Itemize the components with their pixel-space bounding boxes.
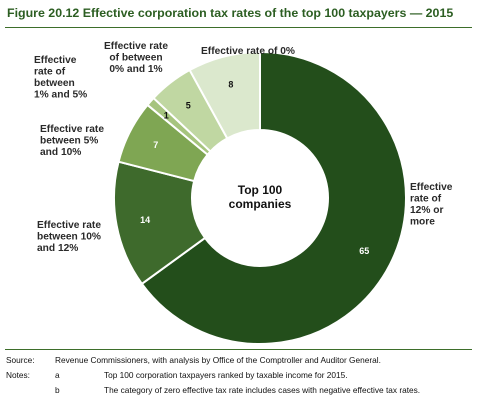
slice-values: 65 14 7 1 5 8 (140, 80, 369, 256)
slice-label-2: Effective rate between 5% and 10% (40, 124, 104, 158)
slice-label-1: Effective rate between 10% and 12% (37, 220, 101, 254)
center-label: Top 100 companies (229, 183, 292, 211)
donut-slices (113, 50, 407, 345)
note-marker-a: a (55, 370, 60, 380)
source-text: Revenue Commissioners, with analysis by … (55, 355, 381, 365)
slice-value-1: 14 (140, 215, 150, 225)
slice-value-2: 7 (153, 140, 158, 150)
note-marker-b: b (55, 385, 60, 395)
slice-label-3: Effective rate of between 1% and 5% (34, 55, 87, 101)
figure-title: Figure 20.12 Effective corporation tax r… (7, 6, 454, 20)
slice-labels: Effective rate of 12% or more Effective rate… (34, 41, 453, 254)
slice-0 (140, 50, 407, 345)
slice-value-5: 8 (228, 80, 233, 90)
slice-value-4: 5 (186, 101, 191, 111)
source-label: Source: (6, 355, 35, 365)
notes-label: Notes: (6, 370, 30, 380)
slice-label-5: Effective rate of 0% (201, 46, 295, 57)
title-divider (5, 27, 472, 28)
slice-label-0: Effective rate of 12% or more (410, 182, 453, 228)
note-text-a: Top 100 corporation taxpayers ranked by … (104, 370, 348, 380)
slice-value-3: 1 (164, 110, 169, 120)
note-text-b: The category of zero effective tax rate … (104, 385, 421, 395)
slice-5 (188, 50, 261, 140)
slice-label-4: Effective rate of between 0% and 1% (104, 41, 168, 75)
notes-divider (5, 349, 472, 350)
slice-value-0: 65 (359, 246, 369, 256)
